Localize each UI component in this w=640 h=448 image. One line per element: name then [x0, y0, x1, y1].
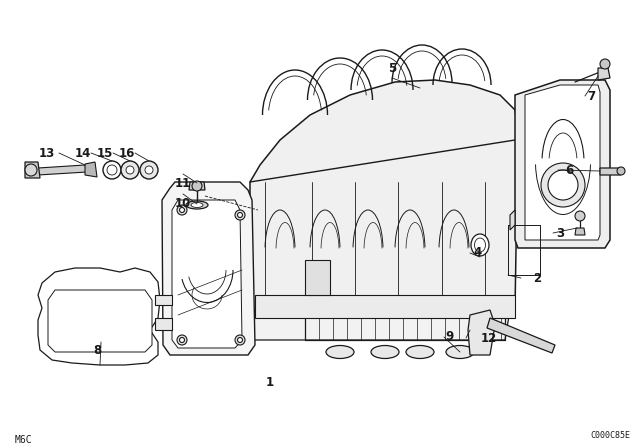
Polygon shape	[155, 295, 172, 305]
Polygon shape	[38, 268, 160, 365]
Ellipse shape	[446, 345, 474, 358]
Circle shape	[140, 161, 158, 179]
Circle shape	[103, 161, 121, 179]
Polygon shape	[38, 165, 87, 175]
Circle shape	[25, 164, 37, 176]
Text: M6C: M6C	[15, 435, 33, 445]
Polygon shape	[598, 68, 610, 80]
Polygon shape	[162, 182, 255, 355]
Text: 10: 10	[175, 197, 191, 210]
Circle shape	[575, 211, 585, 221]
Text: 5: 5	[388, 61, 396, 74]
Polygon shape	[487, 318, 555, 353]
Text: 14: 14	[75, 146, 91, 159]
Circle shape	[177, 205, 187, 215]
Text: 6: 6	[565, 164, 573, 177]
Polygon shape	[172, 200, 242, 348]
Circle shape	[177, 335, 187, 345]
Text: 11: 11	[175, 177, 191, 190]
Text: 15: 15	[97, 146, 113, 159]
Text: 8: 8	[93, 344, 101, 357]
Polygon shape	[175, 310, 510, 340]
Polygon shape	[48, 290, 152, 352]
Polygon shape	[25, 162, 40, 178]
Text: 9: 9	[446, 331, 454, 344]
Text: C000C85E: C000C85E	[590, 431, 630, 439]
Text: 1: 1	[266, 376, 274, 389]
Polygon shape	[155, 318, 172, 330]
Text: 3: 3	[556, 227, 564, 240]
Circle shape	[235, 210, 245, 220]
Circle shape	[237, 337, 243, 343]
Circle shape	[548, 170, 578, 200]
Text: 13: 13	[39, 146, 55, 159]
Circle shape	[541, 163, 585, 207]
Circle shape	[192, 181, 202, 191]
Circle shape	[179, 337, 184, 343]
Polygon shape	[468, 310, 495, 355]
Polygon shape	[85, 162, 97, 177]
Circle shape	[107, 165, 117, 175]
Polygon shape	[600, 168, 622, 175]
Circle shape	[600, 59, 610, 69]
Text: 16: 16	[119, 146, 135, 159]
Polygon shape	[250, 80, 518, 318]
Ellipse shape	[474, 238, 486, 252]
Polygon shape	[575, 228, 585, 235]
Circle shape	[121, 161, 139, 179]
Text: 7: 7	[587, 90, 595, 103]
Text: 4: 4	[474, 246, 482, 259]
Circle shape	[237, 212, 243, 217]
Circle shape	[617, 167, 625, 175]
Circle shape	[235, 335, 245, 345]
Polygon shape	[515, 80, 610, 248]
Polygon shape	[255, 295, 515, 318]
Text: 2: 2	[533, 271, 541, 284]
Ellipse shape	[406, 345, 434, 358]
Text: 12: 12	[481, 332, 497, 345]
Circle shape	[126, 166, 134, 174]
Ellipse shape	[191, 202, 203, 207]
Ellipse shape	[371, 345, 399, 358]
Polygon shape	[510, 210, 515, 230]
Circle shape	[179, 207, 184, 212]
Ellipse shape	[186, 201, 208, 209]
Polygon shape	[189, 182, 205, 190]
Ellipse shape	[326, 345, 354, 358]
Polygon shape	[525, 85, 600, 240]
Polygon shape	[305, 260, 330, 295]
Ellipse shape	[471, 234, 489, 256]
Circle shape	[145, 166, 153, 174]
